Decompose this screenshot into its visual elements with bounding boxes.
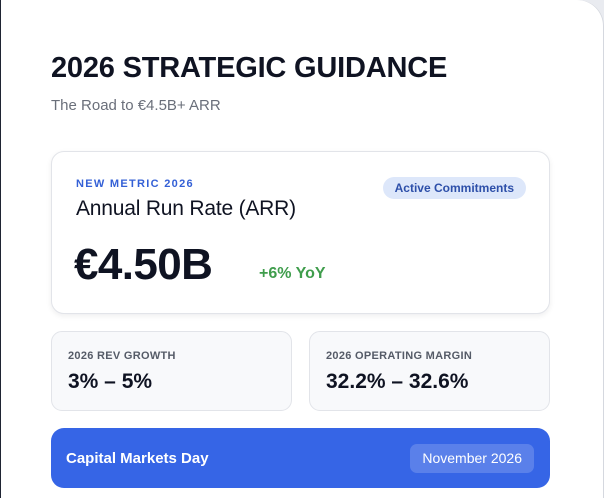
event-label: Capital Markets Day (66, 450, 209, 467)
status-badge: Active Commitments (382, 177, 526, 199)
operating-margin-label: 2026 OPERATING MARGIN (326, 350, 473, 362)
rev-growth-label: 2026 REV GROWTH (68, 350, 176, 362)
arr-eyebrow: NEW METRIC 2026 (76, 178, 194, 190)
operating-margin-card: 2026 OPERATING MARGIN 32.2% – 32.6% (309, 331, 550, 411)
capital-markets-day-banner[interactable]: Capital Markets Day November 2026 (51, 428, 550, 488)
arr-label: Annual Run Rate (ARR) (76, 197, 296, 220)
page-subtitle: The Road to €4.5B+ ARR (51, 97, 221, 114)
rev-growth-value: 3% – 5% (68, 370, 153, 393)
rev-growth-card: 2026 REV GROWTH 3% – 5% (51, 331, 292, 411)
arr-yoy-change: +6% YoY (259, 265, 326, 282)
event-date-badge: November 2026 (410, 444, 534, 473)
page-title: 2026 STRATEGIC GUIDANCE (51, 52, 448, 84)
arr-card: NEW METRIC 2026 Annual Run Rate (ARR) Ac… (51, 151, 550, 314)
operating-margin-value: 32.2% – 32.6% (326, 370, 469, 393)
arr-value: €4.50B (74, 240, 213, 289)
